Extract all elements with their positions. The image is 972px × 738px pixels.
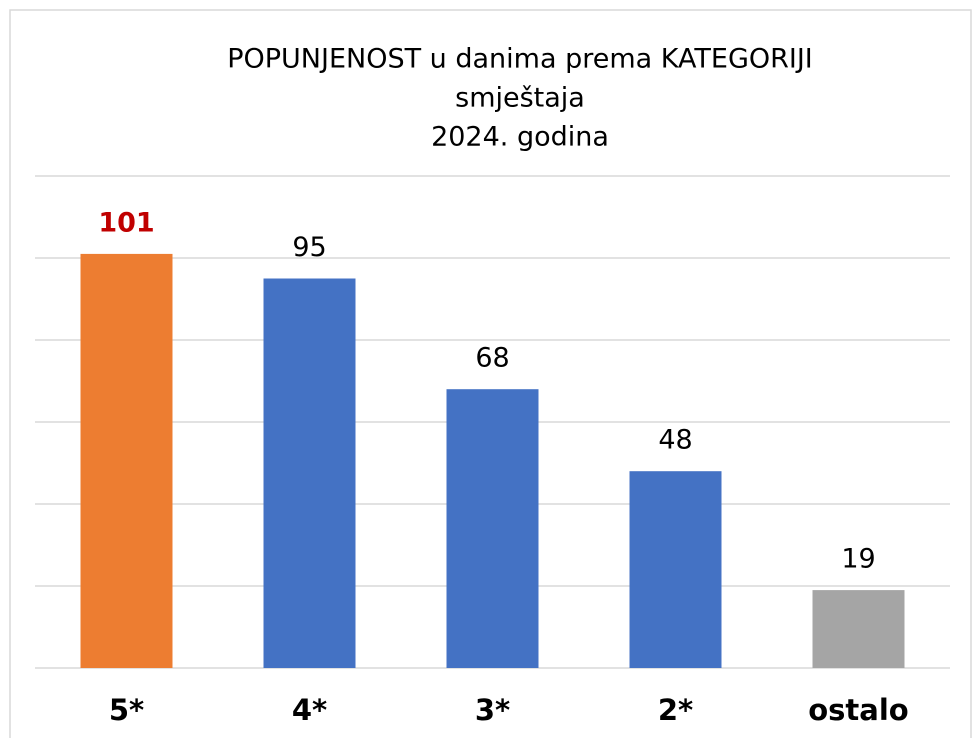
bar bbox=[629, 471, 722, 668]
x-tick-label: 4* bbox=[292, 693, 327, 727]
x-tick-label: 2* bbox=[658, 693, 693, 727]
x-tick-label: 5* bbox=[109, 693, 144, 727]
data-label: 95 bbox=[292, 232, 326, 263]
bar bbox=[263, 278, 356, 668]
bar bbox=[446, 389, 539, 668]
chart-title: 2024. godina bbox=[431, 122, 609, 153]
x-tick-label: ostalo bbox=[808, 693, 908, 727]
bar bbox=[812, 590, 905, 668]
data-label: 48 bbox=[658, 425, 692, 456]
chart-title: smještaja bbox=[455, 83, 585, 114]
bar bbox=[80, 253, 173, 668]
x-tick-label: 3* bbox=[475, 693, 510, 727]
data-label: 68 bbox=[475, 343, 509, 374]
data-label: 101 bbox=[98, 207, 154, 238]
chart-title: POPUNJENOST u danima prema KATEGORIJI bbox=[227, 44, 813, 75]
data-label: 19 bbox=[841, 544, 875, 575]
